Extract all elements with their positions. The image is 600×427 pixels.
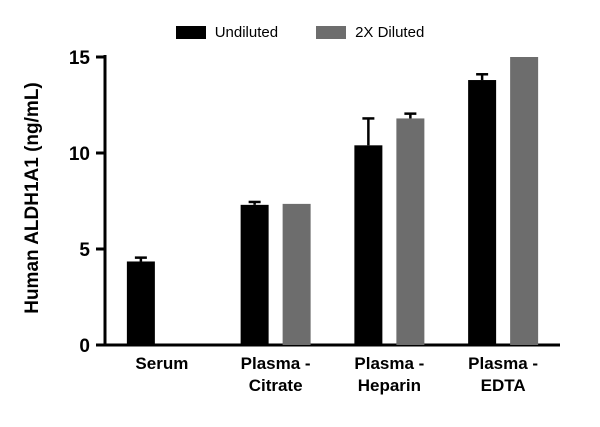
- x-category-label: Serum: [135, 354, 189, 373]
- bar-2x-diluted: [282, 203, 311, 345]
- chart-legend: Undiluted 2X Diluted: [0, 24, 600, 41]
- x-category-label: Plasma - Citrate: [240, 354, 311, 396]
- y-tick-label: 0: [79, 336, 90, 357]
- bar-undiluted: [126, 261, 155, 345]
- legend-swatch: [316, 26, 347, 39]
- bar-2x-diluted: [510, 57, 539, 345]
- bar-undiluted: [468, 80, 497, 345]
- legend-label: Undiluted: [214, 24, 279, 41]
- x-category-label: Plasma - Heparin: [354, 354, 425, 396]
- legend-swatch: [175, 26, 206, 39]
- x-category-label: Plasma - EDTA: [468, 354, 539, 396]
- bar-undiluted: [240, 204, 269, 345]
- legend-item-2x-diluted: 2X Diluted: [316, 24, 424, 41]
- legend-item-undiluted: Undiluted: [175, 24, 279, 41]
- legend-label: 2X Diluted: [355, 24, 425, 41]
- y-tick-label: 10: [69, 144, 90, 165]
- y-tick-label: 15: [69, 48, 91, 69]
- y-tick-label: 5: [79, 240, 90, 261]
- bar-undiluted: [354, 145, 383, 345]
- bar-2x-diluted: [396, 118, 425, 345]
